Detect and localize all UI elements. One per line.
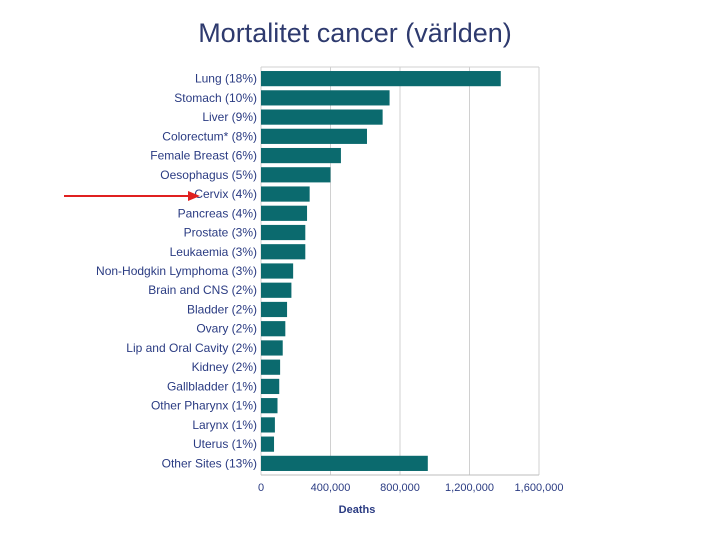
category-label: Oesophagus (5%)	[160, 168, 257, 182]
bar	[261, 378, 280, 395]
page-title: Mortalitet cancer (världen)	[198, 18, 512, 48]
bar	[261, 321, 286, 337]
bar	[261, 186, 310, 202]
grid-lines	[260, 66, 540, 476]
category-label: Pancreas (4%)	[178, 206, 257, 220]
category-label: Other Pharynx (1%)	[151, 399, 257, 413]
category-label: Cervix (4%)	[194, 187, 257, 201]
bar	[261, 128, 367, 144]
bar	[261, 71, 501, 87]
bars	[261, 71, 501, 471]
category-label: Kidney (2%)	[192, 360, 257, 374]
bar	[261, 282, 292, 298]
x-axis-label: Deaths	[339, 504, 376, 516]
bar	[261, 359, 281, 375]
bar	[261, 417, 275, 433]
category-label: Colorectum* (8%)	[162, 129, 257, 143]
bar	[261, 436, 275, 452]
category-label: Uterus (1%)	[193, 437, 257, 451]
x-tick-label: 400,000	[311, 482, 351, 494]
bar	[261, 244, 306, 260]
arrow-head	[188, 191, 200, 202]
category-label: Lung (18%)	[195, 72, 257, 86]
category-label: Larynx (1%)	[192, 418, 257, 432]
bar	[261, 263, 294, 279]
bar	[261, 109, 383, 125]
x-tick-label: 0	[258, 482, 264, 494]
category-label: Other Sites (13%)	[162, 456, 257, 470]
bar	[261, 398, 278, 414]
x-tick-label: 800,000	[380, 482, 420, 494]
bar	[261, 90, 390, 106]
category-label: Non-Hodgkin Lymphoma (3%)	[96, 264, 257, 278]
category-label: Ovary (2%)	[196, 322, 257, 336]
category-label: Leukaemia (3%)	[170, 245, 257, 259]
category-label: Liver (9%)	[202, 110, 257, 124]
bar	[261, 147, 341, 164]
bar	[261, 167, 331, 183]
x-tick-label: 1,600,000	[515, 482, 564, 494]
category-labels: Lung (18%) Stomach (10%) Liver (9%) Colorec…	[96, 72, 257, 471]
x-tick-label: 1,200,000	[445, 482, 494, 494]
bar	[261, 340, 283, 356]
bar	[261, 224, 306, 241]
category-label: Female Breast (6%)	[150, 149, 257, 163]
category-label: Brain and CNS (2%)	[148, 283, 257, 297]
category-label: Lip and Oral Cavity (2%)	[126, 341, 257, 355]
bar	[261, 205, 308, 221]
annotation-arrow	[64, 191, 200, 202]
bar	[261, 455, 428, 471]
x-tick-labels: 0 400,000 800,000 1,200,000 1,600,000	[258, 482, 564, 494]
category-label: Stomach (10%)	[174, 91, 257, 105]
bar	[261, 301, 288, 318]
category-label: Prostate (3%)	[184, 226, 257, 240]
category-label: Gallbladder (1%)	[167, 379, 257, 393]
category-label: Bladder (2%)	[187, 302, 257, 316]
